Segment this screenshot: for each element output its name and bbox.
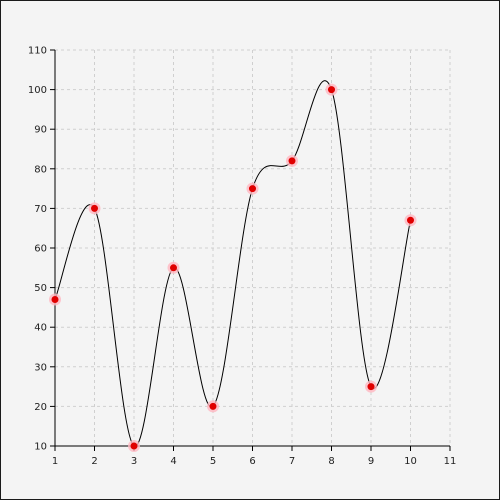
y-tick-label: 70: [34, 204, 47, 215]
x-tick-label: 6: [249, 456, 255, 467]
y-tick-label: 80: [34, 164, 47, 175]
data-points: [49, 83, 417, 452]
y-tick-label: 50: [34, 283, 47, 294]
y-tick-label: 90: [34, 125, 47, 136]
x-tick-label: 5: [210, 456, 216, 467]
x-tick-label: 11: [444, 456, 457, 467]
y-tick-label: 100: [28, 85, 47, 96]
data-point: [407, 216, 414, 224]
x-tick-label: 4: [170, 456, 176, 467]
y-tick-label: 10: [34, 442, 47, 453]
data-point: [328, 86, 335, 94]
grid: [54, 49, 451, 447]
series-line: [54, 80, 411, 447]
x-tick-label: 7: [289, 456, 295, 467]
y-tick-label: 40: [34, 323, 47, 334]
data-point: [130, 442, 138, 450]
x-tick-label: 8: [328, 456, 334, 467]
data-point: [249, 185, 256, 193]
x-tick-label: 2: [91, 456, 97, 467]
series: [54, 80, 411, 447]
axes: 1 2 3 4 5 6 7 8 9 10 11 10 20 30 40 50 60 70 80 90 100 110: [28, 46, 456, 468]
x-tick-label: 10: [404, 456, 417, 467]
y-tick-label: 30: [34, 362, 47, 373]
data-point: [51, 295, 59, 303]
y-tick-label: 110: [28, 46, 47, 57]
data-point: [91, 204, 98, 212]
x-tick-label: 9: [368, 456, 374, 467]
y-tick-label: 60: [34, 244, 47, 255]
x-tick-label: 1: [52, 456, 58, 467]
data-point: [288, 157, 296, 165]
x-tick-label: 3: [131, 456, 137, 467]
y-tick-label: 20: [34, 402, 47, 413]
data-point: [209, 402, 217, 410]
data-point: [367, 383, 375, 391]
data-point: [170, 264, 177, 272]
